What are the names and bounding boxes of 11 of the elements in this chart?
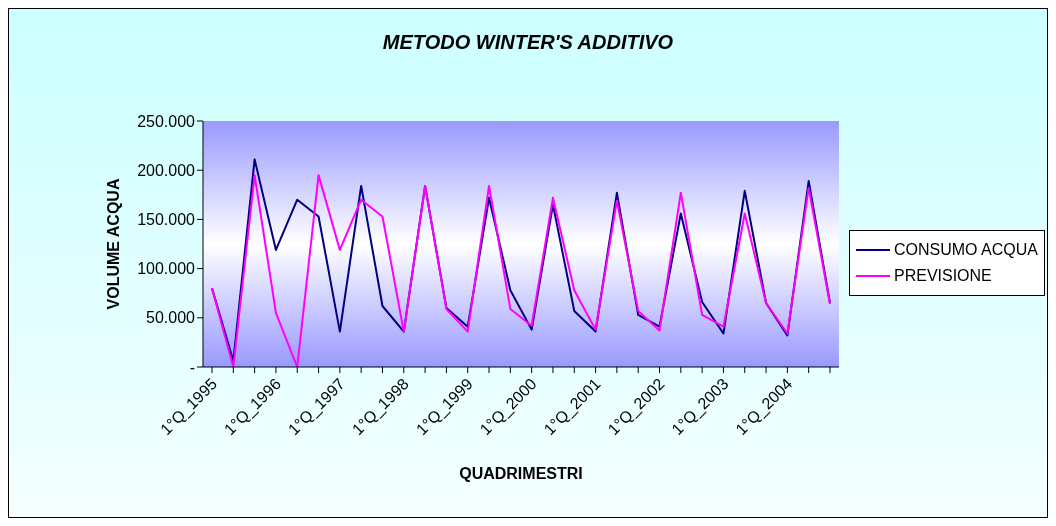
- y-tick-label: -: [189, 358, 195, 376]
- y-tick-label: 150.000: [137, 211, 196, 229]
- y-tick-label: 250.000: [137, 112, 196, 130]
- y-tick-label: 100.000: [137, 260, 196, 278]
- legend-label: CONSUMO ACQUA: [893, 240, 1038, 260]
- chart-title: METODO WINTER'S ADDITIVO: [381, 31, 675, 54]
- y-tick-label: 200.000: [137, 161, 196, 179]
- legend-label: PREVISIONE: [893, 266, 992, 286]
- y-tick-label: 50.000: [146, 309, 196, 327]
- x-axis-title: QUADRIMESTRI: [459, 465, 583, 482]
- y-axis-title: VOLUME ACQUA: [104, 178, 122, 310]
